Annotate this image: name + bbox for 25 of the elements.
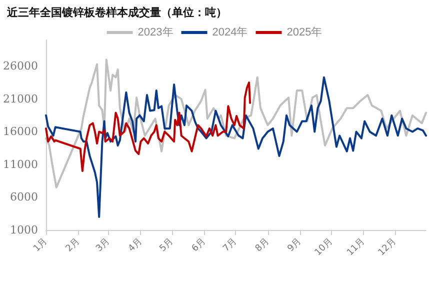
line-series: [44, 76, 427, 218]
x-tick-label: 5月: [158, 236, 176, 254]
x-tick-label: 4月: [126, 236, 144, 254]
y-tick-label: 16000: [2, 125, 38, 138]
line-series: [44, 58, 427, 188]
chart-title: 近三年全国镀锌板卷样本成交量（单位：吨）: [6, 6, 227, 19]
y-tick-label: 21000: [2, 92, 38, 106]
legend-label: 2024年: [212, 26, 248, 38]
y-tick-label: 11000: [2, 158, 38, 171]
x-tick-label: 12月: [376, 236, 398, 258]
x-tick-label: 2月: [64, 236, 82, 254]
x-tick-label: 6月: [190, 236, 208, 254]
x-tick-label: 9月: [286, 236, 304, 254]
x-tick-label: 7月: [222, 236, 240, 254]
line-series: [44, 82, 252, 172]
x-tick-label: 10月: [313, 236, 335, 258]
x-tick-label: 3月: [94, 236, 112, 254]
x-tick-label: 1月: [32, 236, 50, 254]
x-tick-label: 8月: [254, 236, 272, 254]
x-tick-label: 11月: [346, 236, 368, 258]
legend-label: 2023年: [138, 26, 174, 38]
y-tick-label: 1000: [10, 224, 38, 236]
y-tick-label: 6000: [10, 190, 38, 204]
y-tick-label: 26000: [2, 60, 38, 73]
legend-label: 2025年: [286, 26, 322, 38]
